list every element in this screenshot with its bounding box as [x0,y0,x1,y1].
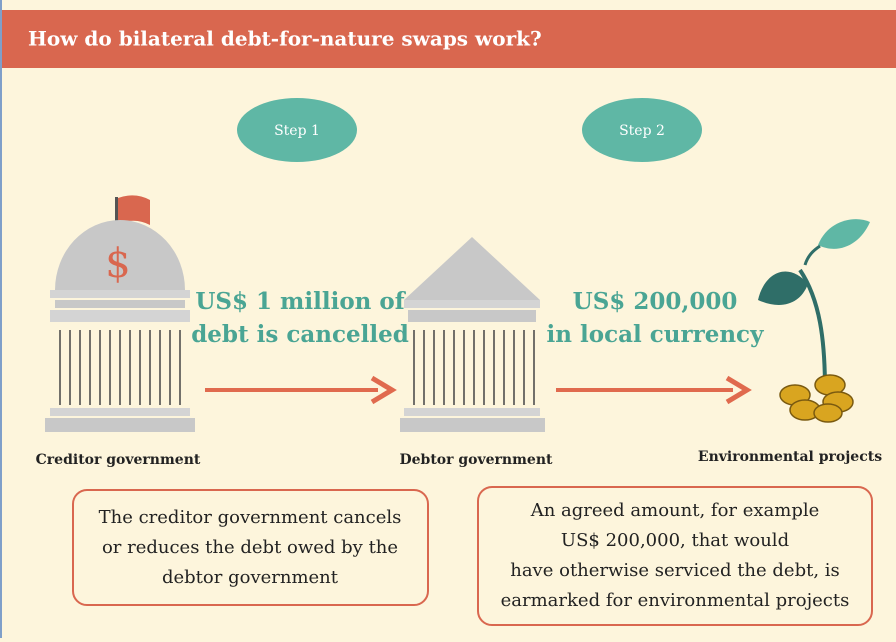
note-text: An agreed amount, for example [530,500,820,521]
title: How do bilateral debt-for-nature swaps w… [28,27,542,51]
node-label: Environmental projects [698,449,882,465]
amount-text: debt is cancelled [191,321,409,348]
node-label: Creditor government [36,452,201,468]
note-text: earmarked for environmental projects [501,590,850,611]
dollar-sign: $ [105,241,130,287]
step-label: Step 1 [274,123,320,139]
step-label: Step 2 [619,123,665,139]
amount-text: US$ 200,000 [573,288,738,315]
infographic: How do bilateral debt-for-nature swaps w… [0,0,896,638]
note-text: The creditor government cancels [99,507,402,528]
amount-text: in local currency [547,321,765,348]
amount-text: US$ 1 million of [195,288,406,315]
node-label: Debtor government [400,452,554,468]
note-text: or reduces the debt owed by the [102,537,398,558]
note-text: US$ 200,000, that would [561,530,789,551]
note-text: have otherwise serviced the debt, is [510,560,840,581]
note-text: debtor government [162,567,339,588]
